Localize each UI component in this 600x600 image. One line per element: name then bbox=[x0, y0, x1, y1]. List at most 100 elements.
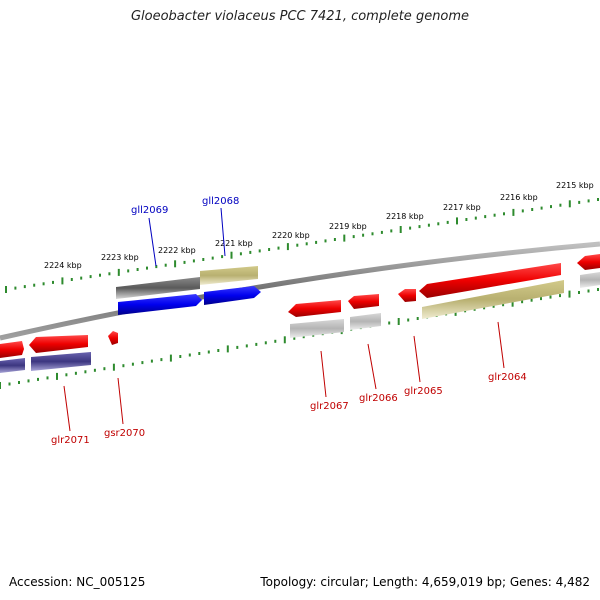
ruler-minor-tick bbox=[503, 212, 505, 216]
gene-arrow-glr2071-left[interactable] bbox=[0, 341, 24, 358]
ruler-minor-tick bbox=[249, 250, 252, 254]
ruler-minor-tick bbox=[127, 269, 130, 273]
ruler-minor-tick bbox=[296, 243, 299, 247]
ruler-minor-tick bbox=[407, 318, 410, 322]
ruler-major-tick bbox=[397, 318, 400, 325]
ruler-major-tick bbox=[286, 243, 289, 251]
kbp-label: 2224 kbp bbox=[44, 261, 82, 270]
ruler-minor-tick bbox=[188, 353, 191, 357]
accession-text: Accession: NC_005125 bbox=[9, 575, 146, 589]
ruler-minor-tick bbox=[37, 377, 39, 381]
ruler-minor-tick bbox=[108, 272, 111, 276]
ruler-minor-tick bbox=[255, 342, 258, 346]
leader-glr2071 bbox=[63, 385, 71, 432]
kbp-label: 2221 kbp bbox=[215, 239, 253, 248]
ruler-minor-tick bbox=[217, 349, 220, 352]
ruler-minor-tick bbox=[427, 223, 430, 227]
ruler-minor-tick bbox=[549, 295, 552, 299]
ruler-minor-tick bbox=[160, 358, 163, 362]
ruler-minor-tick bbox=[89, 275, 92, 279]
ruler-minor-tick bbox=[416, 317, 419, 320]
ruler-minor-tick bbox=[268, 248, 271, 251]
ruler-minor-tick bbox=[80, 276, 83, 280]
ruler-minor-tick bbox=[18, 381, 20, 384]
gene-arrow-blue-2[interactable] bbox=[204, 286, 261, 305]
gene-label-glr2066[interactable]: glr2066 bbox=[359, 393, 398, 404]
ruler-minor-tick bbox=[597, 288, 599, 291]
gene-arrow-edge-right[interactable] bbox=[577, 254, 600, 270]
ruler-minor-tick bbox=[198, 352, 201, 355]
ruler-minor-tick bbox=[277, 246, 280, 250]
ruler-major-tick bbox=[117, 268, 120, 276]
ruler-minor-tick bbox=[578, 200, 581, 204]
ruler-minor-tick bbox=[587, 199, 590, 203]
gene-arrow-glr2067[interactable] bbox=[288, 300, 341, 317]
ruler-major-tick bbox=[568, 200, 571, 208]
ruler-minor-tick bbox=[179, 355, 182, 358]
kbp-label: 2220 kbp bbox=[272, 231, 310, 240]
gene-label-glr2067[interactable]: glr2067 bbox=[310, 401, 349, 412]
homolog-bar-left bbox=[0, 358, 25, 373]
ruler-minor-tick bbox=[446, 220, 449, 224]
gene-arrow-glr2065[interactable] bbox=[398, 289, 416, 302]
gene-label-glr2071[interactable]: glr2071 bbox=[51, 435, 90, 446]
ruler-minor-tick bbox=[437, 222, 440, 226]
ruler-major-tick bbox=[343, 234, 346, 242]
gene-label-gll2069[interactable]: gll2069 bbox=[131, 205, 168, 216]
ruler-minor-tick bbox=[324, 239, 327, 243]
gene-arrow-glr2071[interactable] bbox=[29, 335, 88, 353]
ruler-minor-tick bbox=[352, 235, 355, 239]
ruler-minor-tick bbox=[150, 359, 153, 363]
ruler-minor-tick bbox=[305, 242, 308, 246]
ruler-minor-tick bbox=[521, 300, 524, 304]
gene-arrow-gll2068[interactable] bbox=[200, 266, 258, 285]
ruler-minor-tick bbox=[207, 350, 210, 354]
ruler-minor-tick bbox=[131, 362, 134, 366]
leader-glr2067 bbox=[320, 350, 327, 398]
ruler-minor-tick bbox=[409, 226, 412, 230]
ruler-minor-tick bbox=[136, 268, 139, 271]
ruler-minor-tick bbox=[14, 286, 17, 290]
ruler-minor-tick bbox=[99, 273, 101, 277]
ruler-minor-tick bbox=[531, 208, 534, 211]
homolog-bar-glr2064 bbox=[422, 280, 564, 319]
gene-label-gll2068[interactable]: gll2068 bbox=[202, 196, 239, 207]
ruler-major-tick bbox=[56, 372, 58, 380]
kbp-label: 2215 kbp bbox=[556, 181, 594, 190]
gene-arrow-gll2069[interactable] bbox=[116, 277, 200, 299]
gene-label-glr2064[interactable]: glr2064 bbox=[488, 372, 527, 383]
ruler-minor-tick bbox=[70, 278, 73, 281]
ruler-minor-tick bbox=[540, 297, 542, 301]
gene-arrow-gsr2070[interactable] bbox=[108, 331, 118, 345]
ruler-major-tick bbox=[5, 286, 7, 293]
ruler-minor-tick bbox=[362, 233, 365, 237]
gene-label-gsr2070[interactable]: gsr2070 bbox=[104, 428, 145, 439]
ruler-minor-tick bbox=[74, 371, 77, 375]
gene-label-glr2065[interactable]: glr2065 bbox=[404, 386, 443, 397]
ruler-minor-tick bbox=[164, 263, 167, 267]
ruler-minor-tick bbox=[183, 260, 186, 264]
ruler-minor-tick bbox=[302, 335, 305, 339]
ruler-minor-tick bbox=[192, 259, 195, 263]
genome-backbone bbox=[0, 241, 600, 341]
kbp-label: 2217 kbp bbox=[443, 203, 481, 212]
ruler-minor-tick bbox=[484, 215, 487, 219]
ruler-minor-tick bbox=[23, 285, 26, 289]
ruler-major-tick bbox=[112, 363, 115, 371]
leader-glr2066 bbox=[367, 343, 377, 390]
gene-arrow-blue-1[interactable] bbox=[118, 294, 202, 315]
ruler-minor-tick bbox=[33, 283, 36, 287]
ruler-minor-tick bbox=[315, 240, 318, 244]
ruler-minor-tick bbox=[597, 198, 599, 201]
ruler-minor-tick bbox=[578, 291, 580, 294]
ruler-minor-tick bbox=[530, 298, 533, 302]
gene-arrow-glr2064[interactable] bbox=[419, 263, 561, 298]
ruler-minor-tick bbox=[274, 339, 277, 343]
ruler-minor-tick bbox=[388, 321, 391, 325]
ruler-minor-tick bbox=[155, 265, 158, 269]
kbp-label: 2219 kbp bbox=[329, 222, 367, 231]
ruler-minor-tick bbox=[550, 205, 552, 209]
ruler-minor-tick bbox=[293, 336, 296, 340]
gene-arrow-glr2066[interactable] bbox=[348, 294, 379, 309]
